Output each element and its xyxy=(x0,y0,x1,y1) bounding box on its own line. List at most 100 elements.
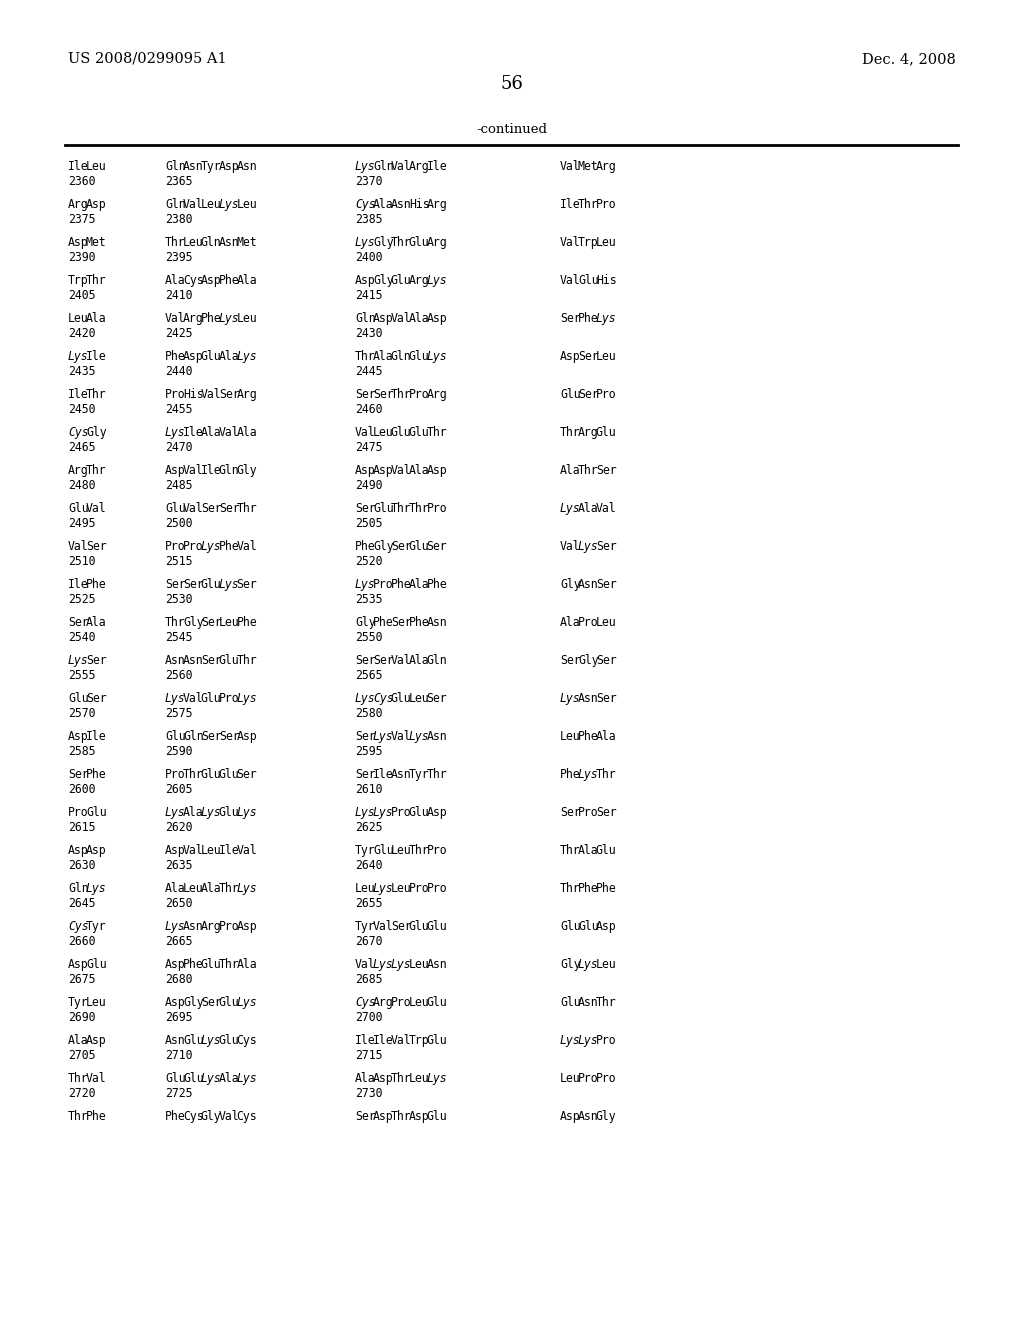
Text: Pro: Pro xyxy=(596,1034,616,1047)
Text: Thr: Thr xyxy=(391,502,412,515)
Text: 2410: 2410 xyxy=(165,289,193,302)
Text: Thr: Thr xyxy=(409,843,429,857)
Text: Met: Met xyxy=(237,236,257,249)
Text: Tyr: Tyr xyxy=(86,920,106,933)
Text: Thr: Thr xyxy=(219,958,240,972)
Text: Lys: Lys xyxy=(219,198,240,211)
Text: Val: Val xyxy=(355,426,376,440)
Text: Asp: Asp xyxy=(373,465,393,477)
Text: Lys: Lys xyxy=(560,1034,581,1047)
Text: Val: Val xyxy=(391,465,412,477)
Text: Val: Val xyxy=(183,843,204,857)
Text: Asn: Asn xyxy=(165,1034,185,1047)
Text: 2700: 2700 xyxy=(355,1011,383,1024)
Text: US 2008/0299095 A1: US 2008/0299095 A1 xyxy=(68,51,226,66)
Text: Asp: Asp xyxy=(373,1072,393,1085)
Text: Ser: Ser xyxy=(183,578,204,591)
Text: 2590: 2590 xyxy=(165,744,193,758)
Text: Ala: Ala xyxy=(219,1072,240,1085)
Text: Ala: Ala xyxy=(373,350,393,363)
Text: Arg: Arg xyxy=(409,160,429,173)
Text: 2710: 2710 xyxy=(165,1049,193,1063)
Text: Glu: Glu xyxy=(578,275,599,286)
Text: Leu: Leu xyxy=(409,1072,429,1085)
Text: Thr: Thr xyxy=(560,843,581,857)
Text: Ala: Ala xyxy=(183,807,204,818)
Text: Lys: Lys xyxy=(165,426,185,440)
Text: Glu: Glu xyxy=(201,958,221,972)
Text: Lys: Lys xyxy=(560,692,581,705)
Text: Thr: Thr xyxy=(427,426,447,440)
Text: Cys: Cys xyxy=(183,275,204,286)
Text: Asn: Asn xyxy=(391,768,412,781)
Text: Gln: Gln xyxy=(183,730,204,743)
Text: Val: Val xyxy=(560,160,581,173)
Text: 2660: 2660 xyxy=(68,935,95,948)
Text: Leu: Leu xyxy=(596,958,616,972)
Text: Lys: Lys xyxy=(201,1034,221,1047)
Text: Glu: Glu xyxy=(409,540,429,553)
Text: Lys: Lys xyxy=(201,1072,221,1085)
Text: Leu: Leu xyxy=(560,1072,581,1085)
Text: Val: Val xyxy=(391,312,412,325)
Text: 2365: 2365 xyxy=(165,176,193,187)
Text: Ser: Ser xyxy=(86,692,106,705)
Text: Ala: Ala xyxy=(560,616,581,630)
Text: 2695: 2695 xyxy=(165,1011,193,1024)
Text: 2670: 2670 xyxy=(355,935,383,948)
Text: Asp: Asp xyxy=(86,843,106,857)
Text: Ala: Ala xyxy=(237,958,257,972)
Text: Glu: Glu xyxy=(391,275,412,286)
Text: Ile: Ile xyxy=(427,160,447,173)
Text: Glu: Glu xyxy=(578,920,599,933)
Text: Ala: Ala xyxy=(68,1034,89,1047)
Text: Asp: Asp xyxy=(165,997,185,1008)
Text: 2600: 2600 xyxy=(68,783,95,796)
Text: 2575: 2575 xyxy=(165,708,193,719)
Text: Gly: Gly xyxy=(237,465,257,477)
Text: Lys: Lys xyxy=(237,692,257,705)
Text: Ser: Ser xyxy=(355,1110,376,1123)
Text: Glu: Glu xyxy=(86,807,106,818)
Text: 2405: 2405 xyxy=(68,289,95,302)
Text: Asn: Asn xyxy=(219,236,240,249)
Text: Thr: Thr xyxy=(237,502,257,515)
Text: 2390: 2390 xyxy=(68,251,95,264)
Text: Leu: Leu xyxy=(201,843,221,857)
Text: 2675: 2675 xyxy=(68,973,95,986)
Text: Lys: Lys xyxy=(237,807,257,818)
Text: Ala: Ala xyxy=(409,653,429,667)
Text: Ser: Ser xyxy=(86,653,106,667)
Text: Leu: Leu xyxy=(201,198,221,211)
Text: Met: Met xyxy=(578,160,599,173)
Text: Asp: Asp xyxy=(560,350,581,363)
Text: Glu: Glu xyxy=(201,768,221,781)
Text: Ile: Ile xyxy=(219,843,240,857)
Text: Asn: Asn xyxy=(183,920,204,933)
Text: Val: Val xyxy=(86,1072,106,1085)
Text: Gly: Gly xyxy=(373,236,393,249)
Text: Leu: Leu xyxy=(237,312,257,325)
Text: Gly: Gly xyxy=(373,540,393,553)
Text: Asp: Asp xyxy=(68,236,89,249)
Text: Gly: Gly xyxy=(560,578,581,591)
Text: 2400: 2400 xyxy=(355,251,383,264)
Text: Lys: Lys xyxy=(68,350,89,363)
Text: Ser: Ser xyxy=(201,653,221,667)
Text: Pro: Pro xyxy=(373,578,393,591)
Text: 2465: 2465 xyxy=(68,441,95,454)
Text: 2360: 2360 xyxy=(68,176,95,187)
Text: Ala: Ala xyxy=(373,198,393,211)
Text: Gln: Gln xyxy=(391,350,412,363)
Text: Asp: Asp xyxy=(355,275,376,286)
Text: Arg: Arg xyxy=(427,236,447,249)
Text: Ser: Ser xyxy=(391,616,412,630)
Text: Leu: Leu xyxy=(183,236,204,249)
Text: Glu: Glu xyxy=(560,997,581,1008)
Text: 2545: 2545 xyxy=(165,631,193,644)
Text: Val: Val xyxy=(68,540,89,553)
Text: 2685: 2685 xyxy=(355,973,383,986)
Text: Glu: Glu xyxy=(165,730,185,743)
Text: Thr: Thr xyxy=(165,236,185,249)
Text: Leu: Leu xyxy=(560,730,581,743)
